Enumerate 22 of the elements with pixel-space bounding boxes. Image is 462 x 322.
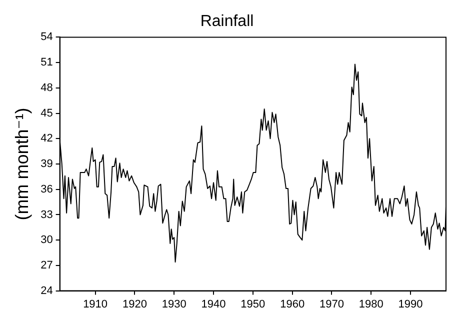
x-tick-label: 1960	[280, 298, 305, 310]
x-tick-label: 1940	[201, 298, 226, 310]
x-tick-label: 1970	[319, 298, 344, 310]
y-tick-label: 45	[40, 107, 53, 120]
x-tick-label: 1930	[162, 298, 186, 310]
y-tick-label: 36	[40, 183, 53, 196]
y-tick-label: 48	[40, 82, 53, 94]
y-tick-label: 33	[40, 208, 53, 221]
chart-title: Rainfall	[200, 13, 254, 30]
y-tick-label: 42	[40, 132, 53, 145]
y-tick-label: 51	[40, 56, 53, 69]
x-tick-label: 1920	[122, 298, 147, 310]
x-tick-label: 1910	[83, 298, 108, 310]
y-tick-label: 39	[40, 158, 53, 170]
y-axis-title: (mm month⁻¹)	[12, 108, 32, 220]
x-tick-label: 1980	[358, 298, 384, 310]
y-tick-label: 30	[40, 234, 53, 246]
x-tick-label: 1950	[240, 298, 266, 310]
x-tick-label: 1990	[398, 298, 423, 310]
y-tick-label: 27	[40, 259, 53, 272]
y-tick-label: 24	[40, 284, 53, 297]
y-tick-label: 54	[40, 31, 53, 44]
